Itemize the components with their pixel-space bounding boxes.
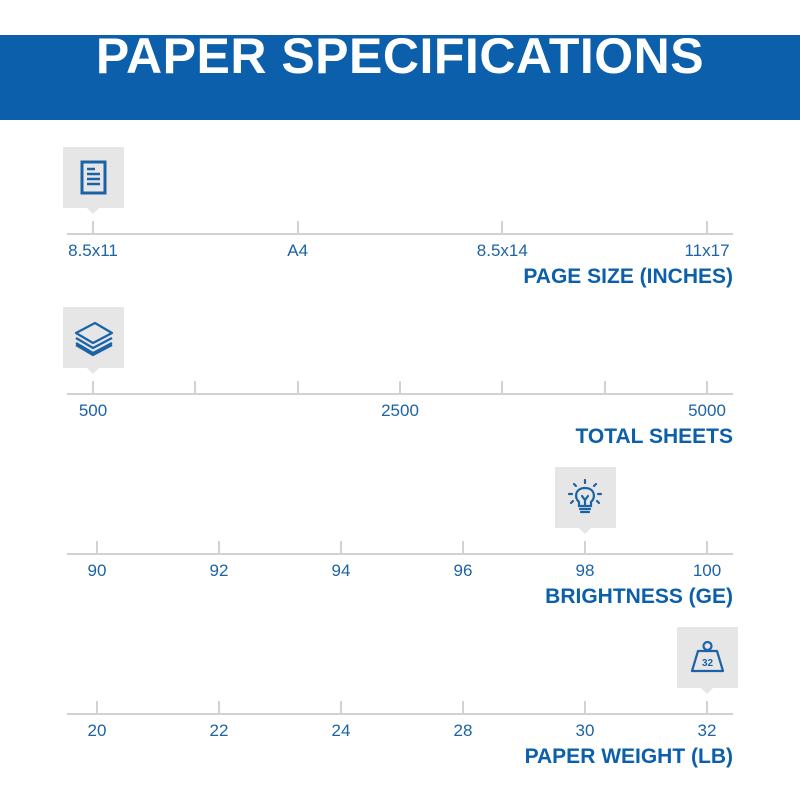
scale-brightness-ge: 90 92 94 96 98 100 BRIGHTNESS (GE) [0, 467, 800, 627]
tick-label: 32 [697, 721, 717, 740]
scale-title: PAPER WEIGHT (LB) [524, 745, 733, 768]
tick-label: 20 [87, 721, 107, 740]
tick-mark [96, 541, 98, 553]
tick-mark [501, 381, 504, 393]
tick-label: 8.5x11 [68, 241, 118, 260]
tick-label: 90 [87, 561, 107, 580]
scale-page-size-inches: 8.5x11 A4 8.5x14 11x17 PAGE SIZE (INCHES) [0, 147, 800, 307]
tick-label: 22 [209, 721, 229, 740]
selected-marker [554, 467, 616, 534]
scale-paper-weight-lb: 20 22 24 28 30 32 32 PAPER WEIGHT (LB) [0, 627, 800, 787]
axis-line [67, 713, 733, 715]
axis-line [67, 393, 733, 395]
scale-total-sheets: 500 2500 5000 TOTAL SHEETS [0, 307, 800, 467]
tick-mark [584, 701, 586, 713]
tick-mark [706, 541, 708, 553]
tick-label: 2500 [381, 401, 419, 420]
tick-mark [462, 701, 464, 713]
tick-mark [706, 701, 708, 713]
tick-mark [194, 381, 197, 393]
tick-mark [96, 701, 98, 713]
tick-label: 92 [209, 561, 229, 580]
tick-label: 94 [331, 561, 351, 580]
tick-label: A4 [287, 241, 309, 260]
axis-line [67, 233, 733, 235]
tick-mark [218, 541, 220, 553]
svg-text:32: 32 [701, 658, 713, 669]
tick-mark [462, 541, 464, 553]
scale-title: PAGE SIZE (INCHES) [523, 265, 733, 288]
tick-label: 100 [692, 561, 722, 580]
tick-label: 11x17 [684, 241, 730, 260]
tick-mark [603, 381, 606, 393]
axis-line [67, 553, 733, 555]
scale-title: TOTAL SHEETS [575, 425, 733, 448]
tick-label: 5000 [688, 401, 726, 420]
tick-mark [92, 221, 94, 233]
selected-marker: 32 [676, 627, 738, 694]
tick-mark [296, 381, 299, 393]
tick-mark [296, 221, 299, 233]
tick-mark [340, 701, 342, 713]
tick-mark [706, 381, 708, 393]
selected-marker [62, 307, 124, 374]
tick-mark [706, 221, 708, 233]
tick-mark [584, 541, 586, 553]
tick-label: 24 [331, 721, 351, 740]
tick-mark [501, 221, 504, 233]
tick-mark [92, 381, 94, 393]
header-banner: PAPER SPECIFICATIONS [0, 28, 800, 120]
page-title: PAPER SPECIFICATIONS [95, 28, 705, 84]
tick-label: 96 [453, 561, 473, 580]
selected-marker [62, 147, 124, 214]
tick-label: 8.5x14 [476, 241, 528, 260]
tick-label: 500 [78, 401, 108, 420]
tick-mark [218, 701, 220, 713]
scale-title: BRIGHTNESS (GE) [545, 585, 733, 608]
tick-label: 98 [575, 561, 595, 580]
tick-mark [340, 541, 342, 553]
tick-label: 28 [453, 721, 473, 740]
tick-mark [399, 381, 401, 393]
tick-label: 30 [575, 721, 595, 740]
